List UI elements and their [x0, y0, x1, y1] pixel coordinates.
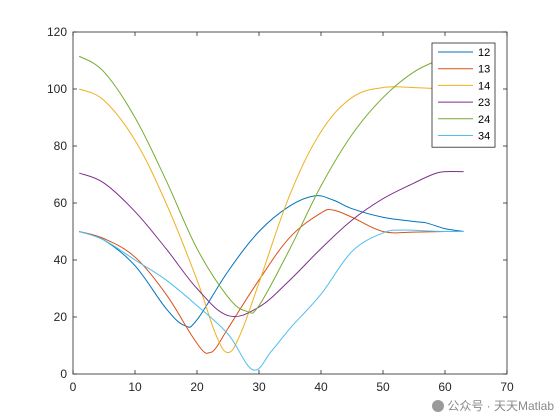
watermark-text: 公众号 · 天天Matlab: [447, 399, 554, 413]
x-tick-label: 20: [190, 380, 204, 394]
wechat-icon: [432, 400, 445, 412]
y-tick-label: 80: [54, 139, 68, 153]
series-line-23: [79, 170, 464, 318]
y-tick-label: 20: [54, 310, 68, 324]
series-line-34: [79, 229, 464, 371]
axes-group: 0 10 20 30 40 50 60 70 0 20 40 60 80 100 120: [47, 25, 514, 394]
x-tick-label: 50: [376, 380, 390, 394]
watermark: 公众号 · 天天Matlab: [432, 397, 554, 414]
legend: 12 13 14 23 24 34: [431, 42, 496, 148]
legend-label-13: 13: [478, 64, 490, 76]
legend-label-23: 23: [478, 97, 490, 109]
x-tick-label: 10: [128, 380, 142, 394]
y-tick-label: 100: [47, 82, 67, 96]
x-tick-label: 30: [252, 380, 266, 394]
legend-label-12: 12: [478, 47, 490, 59]
y-tick-label: 40: [54, 253, 68, 267]
y-tick-label: 60: [54, 196, 68, 210]
series-group: [78, 51, 464, 371]
series-line-24: [78, 51, 464, 314]
legend-label-24: 24: [478, 114, 490, 126]
legend-label-14: 14: [478, 80, 490, 92]
legend-box: [431, 42, 496, 148]
x-tick-label: 70: [500, 380, 514, 394]
x-tick-label: 60: [438, 380, 452, 394]
series-line-12: [79, 195, 464, 328]
y-tick-label: 0: [60, 367, 67, 381]
x-tick-label: 0: [70, 380, 77, 394]
x-tick-label: 40: [314, 380, 328, 394]
y-tick-label: 120: [47, 25, 67, 39]
legend-label-34: 34: [478, 131, 490, 143]
